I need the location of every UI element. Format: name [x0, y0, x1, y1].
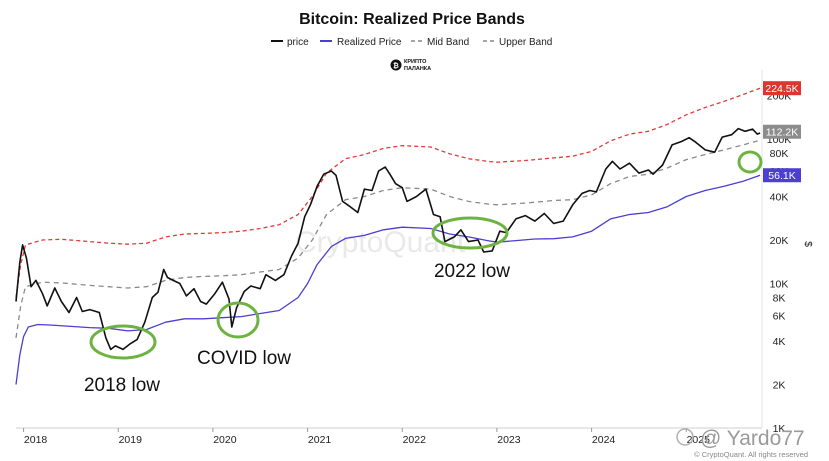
legend-item-price[interactable]: price: [271, 37, 309, 48]
y-tick-label: 1K: [773, 423, 786, 435]
end-badge-background: [763, 81, 801, 96]
end-badge-realized-price: 56.1K: [763, 168, 801, 183]
end-badge-label: 56.1K: [768, 170, 795, 182]
legend-label-upper-band: Upper Band: [499, 37, 552, 48]
legend-item-upper-band[interactable]: Upper Band: [483, 37, 552, 48]
series-line-price: [15, 127, 761, 351]
series-group: [15, 87, 761, 385]
annotation-circle-2022-low: [431, 216, 509, 250]
end-badge-label: 224.5K: [765, 83, 798, 95]
series-line-realized-price: [15, 174, 761, 385]
x-tick-label: 2021: [308, 434, 332, 446]
y-axis-label: $: [802, 241, 814, 247]
x-tick-label: 2020: [213, 434, 237, 446]
bitcoin-logo-icon: [390, 59, 402, 71]
handle-text: @ Yardo77: [700, 427, 805, 450]
annotation-label-2022-low: 2022 low: [434, 261, 510, 282]
end-value-badges: 224.5K 112.2K 56.1K: [763, 81, 801, 183]
y-tick-label: 20K: [770, 235, 789, 247]
annotation-circle-current: [737, 150, 763, 174]
y-tick-label: 10K: [770, 278, 789, 290]
annotation-circle-covid-low: [216, 301, 260, 339]
y-tick-label: 8K: [773, 292, 786, 304]
svg-text:₿: ₿: [393, 62, 399, 70]
watermark: CryptoQuant: [295, 226, 466, 259]
y-tick-label: 80K: [770, 148, 789, 160]
end-badge-upper-band: 224.5K: [763, 81, 801, 96]
x-tick-label: 2023: [497, 434, 521, 446]
end-badge-background: [763, 168, 801, 183]
annotations: 2018 low COVID low 2022 low: [84, 150, 763, 396]
author-handle: @ Yardo77: [676, 427, 805, 450]
x-tick-label: 2022: [403, 434, 427, 446]
end-badge-background: [763, 124, 801, 139]
legend-label-realized-price: Realized Price: [337, 37, 402, 48]
handle-logo-icon: [676, 428, 694, 446]
logo: ₿ КРИПТО ПАЛАНКА: [390, 59, 431, 72]
y-tick-label: 6K: [773, 311, 786, 323]
series-line-upper-band: [15, 87, 761, 298]
legend-label-mid-band: Mid Band: [427, 37, 469, 48]
logo-text-line-1: КРИПТО: [404, 59, 427, 65]
footer-copyright: © CryptoQuant. All rights reserved: [694, 450, 808, 459]
y-axis-ticks: 1K2K4K6K8K10K20K40K60K80K100K200K: [767, 90, 792, 435]
x-axis-ticks: 2018 2019 2020 2021 2022 2023 2024 2025: [23, 428, 710, 446]
x-tick-label: 2018: [24, 434, 48, 446]
x-tick-label: 2024: [592, 434, 616, 446]
y-tick-label: 40K: [770, 191, 789, 203]
legend-label-price: price: [287, 37, 309, 48]
legend-item-realized-price[interactable]: Realized Price: [320, 37, 402, 48]
x-tick-label: 2019: [119, 434, 143, 446]
series-line-mid-band: [15, 139, 761, 338]
annotation-label-2018-low: 2018 low: [84, 375, 160, 396]
end-badge-price: 112.2K: [763, 124, 801, 139]
legend-item-mid-band[interactable]: Mid Band: [411, 37, 469, 48]
end-badge-label: 112.2K: [766, 127, 799, 139]
annotation-circle-2018-low: [89, 324, 157, 360]
y-tick-label: 2K: [773, 379, 786, 391]
annotation-label-covid-low: COVID low: [197, 348, 291, 369]
legend: price Realized Price Mid Band Upper Band: [271, 37, 552, 48]
chart-title: Bitcoin: Realized Price Bands: [299, 11, 525, 28]
logo-text-line-2: ПАЛАНКА: [404, 66, 431, 72]
y-tick-label: 4K: [773, 336, 786, 348]
